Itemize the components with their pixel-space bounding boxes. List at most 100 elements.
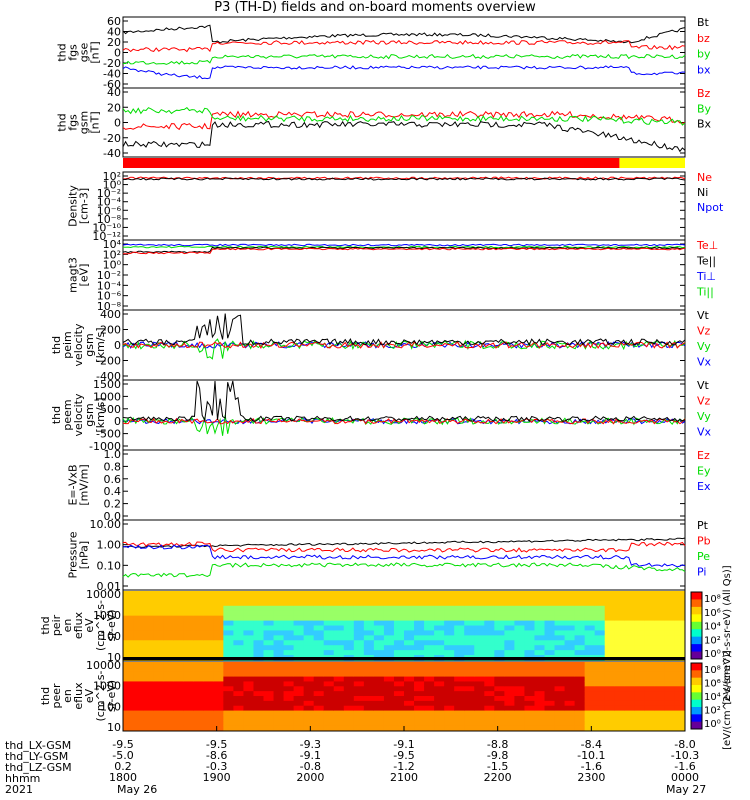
spectrogram-cell xyxy=(273,676,285,682)
spectrogram-cell xyxy=(263,591,275,597)
spectrogram-cell xyxy=(313,625,325,631)
spectrogram-cell xyxy=(393,630,405,636)
spectrogram-cell xyxy=(133,681,144,687)
spectrogram-cell xyxy=(554,681,566,687)
spectrogram-cell xyxy=(143,640,154,646)
spectrogram-cell xyxy=(273,615,285,622)
spectrogram-cell xyxy=(484,620,495,626)
y-tick-label: 20 xyxy=(107,36,121,49)
spectrogram-cell xyxy=(534,595,545,602)
spectrogram-cell xyxy=(333,681,345,687)
spectrogram-cell xyxy=(634,681,646,687)
spectrogram-cell xyxy=(373,720,385,726)
spectrogram-cell xyxy=(654,591,666,597)
spectrogram-cell xyxy=(263,625,275,631)
spectrogram-cell xyxy=(414,595,425,602)
spectrogram-cell xyxy=(594,725,606,731)
spectrogram-cell xyxy=(544,630,556,636)
spectrogram-cell xyxy=(123,635,134,641)
spectrogram-cell xyxy=(123,686,134,692)
spectrogram-cell xyxy=(353,605,365,612)
y-tick-label: 60 xyxy=(107,15,121,28)
spectrogram-cell xyxy=(203,595,214,602)
spectrogram-cell xyxy=(323,720,335,726)
spectrogram-cell xyxy=(363,600,375,607)
spectrogram-cell xyxy=(233,635,244,641)
spectrogram-cell xyxy=(414,605,425,612)
spectrogram-cell xyxy=(584,605,596,612)
y-tick-label: 10⁻⁸ xyxy=(97,300,122,313)
spectrogram-cell xyxy=(584,615,596,622)
spectrogram-cell xyxy=(464,662,475,668)
spectrogram-cell xyxy=(333,686,345,692)
spectrogram-cell xyxy=(123,671,134,678)
spectrogram-cell xyxy=(644,662,656,668)
spectrogram-cell xyxy=(574,686,586,692)
y-tick-label: -400 xyxy=(96,370,121,383)
spectrogram-cell xyxy=(504,645,515,651)
spectrogram-cell xyxy=(674,605,686,612)
spectrogram-cell xyxy=(444,605,455,612)
spectrogram-cell xyxy=(404,710,415,716)
spectrogram-cell xyxy=(434,696,445,702)
spectrogram-cell xyxy=(554,676,566,682)
spectrogram-cell xyxy=(383,625,395,631)
spectrogram-cell xyxy=(554,610,566,617)
spectrogram-cell xyxy=(454,696,465,702)
spectrogram-cell xyxy=(373,715,385,721)
spectrogram-cell xyxy=(273,671,285,678)
spectrogram-cell xyxy=(353,720,365,726)
spectrogram-cell xyxy=(654,625,666,631)
spectrogram-cell xyxy=(674,650,686,656)
spectrogram-cell xyxy=(574,620,586,626)
spectrogram-cell xyxy=(323,676,335,682)
spectrogram-cell xyxy=(524,720,535,726)
spectrogram-cell xyxy=(263,705,275,712)
spectrogram-cell xyxy=(163,600,174,607)
spectrogram-cell xyxy=(223,691,234,697)
spectrogram-cell xyxy=(514,625,525,631)
spectrogram-cell xyxy=(494,625,505,631)
spectrogram-cell xyxy=(363,691,375,697)
spectrogram-cell xyxy=(454,725,465,731)
y-tick-label: 1.00 xyxy=(97,539,122,552)
spectrogram-cell xyxy=(404,725,415,731)
spectrogram-cell xyxy=(383,696,395,702)
spectrogram-cell xyxy=(323,691,335,697)
y-axis-label: eflux xyxy=(72,682,85,710)
spectrogram-cell xyxy=(293,666,305,673)
spectrogram-cell xyxy=(133,650,144,656)
spectrogram-cell xyxy=(584,720,596,726)
spectrogram-cell xyxy=(454,666,465,673)
spectrogram-cell xyxy=(574,666,586,673)
y-tick-label: 10² xyxy=(103,170,121,183)
x-tick-label: 0000 xyxy=(671,771,699,784)
legend-by: By xyxy=(697,102,712,115)
legend-ne: Ne xyxy=(697,171,712,184)
spectrogram-cell xyxy=(233,681,244,687)
spectrogram-cell xyxy=(524,605,535,612)
spectrogram-cell xyxy=(494,681,505,687)
spectrogram-cell xyxy=(173,630,184,636)
spectrogram-cell xyxy=(133,625,144,631)
spectrogram-cell xyxy=(544,662,556,668)
spectrogram-cell xyxy=(343,705,355,712)
spectrogram-cell xyxy=(163,645,174,651)
spectrogram-cell xyxy=(133,645,144,651)
spectrogram-cell xyxy=(604,676,616,682)
spectrogram-cell xyxy=(544,710,556,716)
spectrogram-cell xyxy=(464,615,475,622)
y-axis-label: thd xyxy=(56,43,69,61)
spectrogram-cell xyxy=(323,696,335,702)
spectrogram-cell xyxy=(504,710,515,716)
spectrogram-cell xyxy=(263,681,275,687)
spectrogram-cell xyxy=(474,625,485,631)
spectrogram-cell xyxy=(664,625,676,631)
spectrogram-cell xyxy=(263,691,275,697)
spectrogram-cell xyxy=(514,610,525,617)
spectrogram-cell xyxy=(313,705,325,712)
spectrogram-cell xyxy=(424,630,435,636)
spectrogram-cell xyxy=(253,676,264,682)
spectrogram-cell xyxy=(163,605,174,612)
spectrogram-cell xyxy=(454,681,465,687)
